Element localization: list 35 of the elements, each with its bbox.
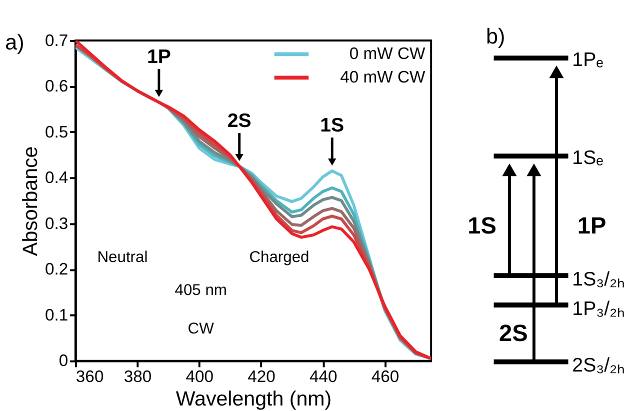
legend-label: 0 mW CW [349,44,426,64]
annotation: CW [188,320,214,338]
y-tick-label: 0.2 [44,260,68,279]
x-tick-label: 380 [124,366,152,386]
text: 1P₃/₂ₕ [572,298,626,320]
annotation: 1S [320,114,344,137]
y-tick-label: 0 [58,351,68,370]
y-tick-label: 0.4 [44,168,68,188]
x-tick-label: 400 [186,366,214,386]
text: 1Pₑ [572,48,604,71]
annotation: 405 nm [174,282,227,300]
annotation: 2S [227,110,252,132]
y-tick-label: 0.1 [44,305,68,324]
y-axis-title: Absorbance [19,146,42,256]
text: 1Sₑ [572,146,604,169]
annotation: 1P [146,46,171,68]
text: b) [486,23,506,48]
text: 1S₃/₂ₕ [572,268,626,290]
legend-label: 40 mW CW [340,68,426,87]
x-tick-label: 360 [76,366,104,386]
y-tick-label: 0.6 [44,76,68,96]
text: 1S [468,212,496,238]
text: a) [5,29,24,54]
y-tick-label: 0.5 [44,122,68,142]
x-tick-label: 460 [371,366,400,386]
y-tick-label: 0.3 [44,214,68,233]
text: 1P [577,212,606,238]
y-tick-label: 0.7 [44,30,68,50]
text: 2S₃/₂ₕ [572,354,626,377]
x-tick-label: 440 [309,366,338,386]
annotation: Neutral [97,248,148,266]
x-tick-label: 420 [248,366,276,386]
annotation: Charged [249,248,310,266]
x-axis-title: Wavelength (nm) [176,387,332,410]
text: 2S [499,320,528,346]
